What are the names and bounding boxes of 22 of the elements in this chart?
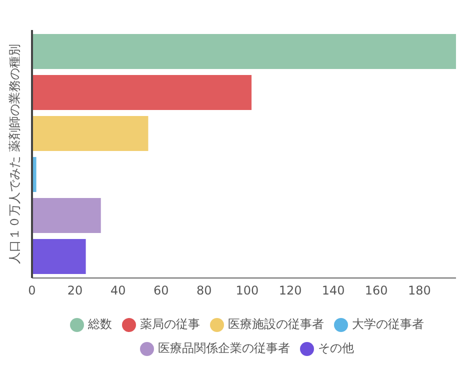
bar	[32, 34, 456, 69]
x-tick-label: 0	[28, 284, 36, 298]
bar	[32, 198, 101, 233]
x-tick-label: 100	[236, 284, 259, 298]
x-tick-label: 40	[110, 284, 126, 298]
x-tick-label: 140	[322, 284, 345, 298]
x-tick-label: 20	[67, 284, 83, 298]
x-tick-label: 120	[278, 284, 302, 298]
x-tick-label: 60	[153, 284, 169, 298]
legend-label: 医療品関係企業の従事者	[158, 341, 290, 355]
y-axis-title: 人口１０万人でみた 薬剤師の業務の種別	[7, 44, 22, 264]
bar	[32, 239, 86, 274]
bar	[32, 116, 148, 151]
legend-label: 大学の従事者	[352, 317, 424, 331]
legend-label: 薬局の従事	[140, 317, 200, 331]
x-tick-label: 160	[364, 284, 388, 298]
x-tick-label: 180	[408, 284, 431, 298]
x-tick-label: 80	[196, 284, 212, 298]
legend-label: 総数	[88, 317, 112, 331]
bar	[32, 75, 252, 110]
legend-label: 医療施設の従事者	[228, 317, 324, 331]
legend-label: その他	[318, 341, 354, 355]
